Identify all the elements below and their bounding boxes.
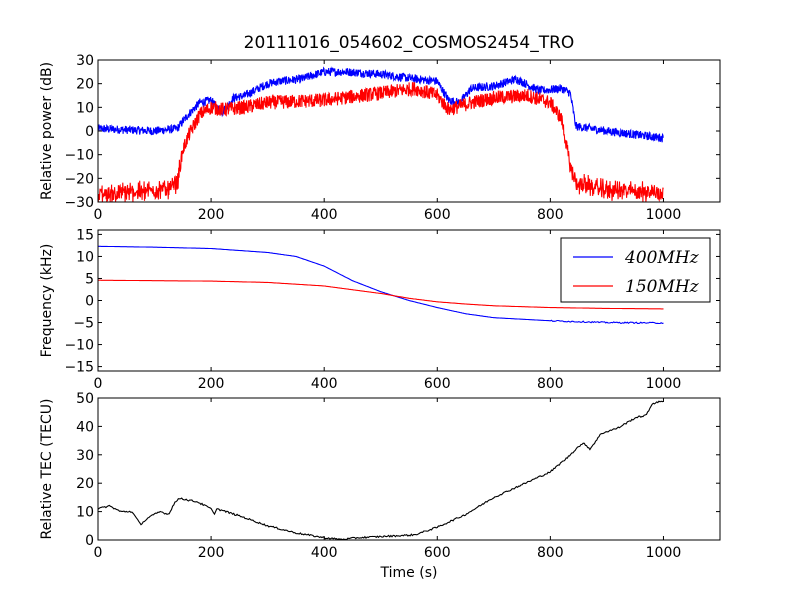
y-tick-label: −20 — [64, 171, 94, 187]
series-line-1-1 — [98, 279, 664, 310]
power-panel: 0 200 400 600 800 1000 30 20 10 0 −10 −20 −30 Relativ… — [39, 53, 721, 223]
x-tick-label: 0 — [94, 545, 103, 561]
y-tick-label: 30 — [76, 448, 94, 464]
x-tick-label: 400 — [311, 376, 338, 392]
y-axis-label: Frequency (kHz) — [39, 244, 55, 358]
x-tick-label: 200 — [198, 207, 225, 223]
x-tick-label: 1000 — [646, 207, 682, 223]
y-tick-label: 30 — [76, 53, 94, 69]
x-tick-label: 800 — [537, 376, 564, 392]
y-tick-label: 50 — [76, 391, 94, 407]
x-tick-label: 0 — [94, 376, 103, 392]
x-tick-label: 600 — [424, 207, 451, 223]
x-tick-label: 600 — [424, 545, 451, 561]
tec-panel: 0 200 400 600 800 1000 50 40 30 20 10 0 Relative TEC… — [39, 391, 721, 581]
y-tick-label: 10 — [76, 100, 94, 116]
y-tick-label: 20 — [76, 476, 94, 492]
x-tick-label: 0 — [94, 207, 103, 223]
axes-frame — [97, 397, 721, 541]
series-line-2-0 — [98, 400, 664, 540]
legend-box — [560, 237, 711, 303]
x-tick-label: 200 — [198, 376, 225, 392]
y-tick-label: 40 — [76, 419, 94, 435]
x-tick-label: 1000 — [646, 545, 682, 561]
y-tick-label: 20 — [76, 77, 94, 93]
x-tick-label: 200 — [198, 545, 225, 561]
y-axis-label: Relative TEC (TECU) — [39, 399, 55, 540]
y-tick-label: −10 — [64, 148, 94, 164]
y-tick-label: 0 — [85, 124, 94, 140]
x-tick-label: 600 — [424, 376, 451, 392]
x-axis-label: Time (s) — [380, 565, 438, 581]
y-tick-label: −5 — [73, 316, 94, 332]
x-tick-label: 400 — [311, 545, 338, 561]
series-line-1-0 — [98, 245, 664, 325]
frequency-panel: 0 200 400 600 800 1000 15 10 5 0 −5 −10 −15 Frequency… — [39, 227, 721, 392]
y-tick-label: 15 — [76, 227, 94, 243]
x-tick-label: 800 — [537, 207, 564, 223]
y-axis-label: Relative power (dB) — [39, 62, 55, 200]
legend-label: 150MHz — [625, 277, 700, 297]
x-tick-label: 400 — [311, 207, 338, 223]
y-tick-label: −30 — [64, 195, 94, 211]
y-tick-label: 5 — [85, 271, 94, 287]
x-tick-label: 800 — [537, 545, 564, 561]
y-tick-label: 0 — [85, 294, 94, 310]
x-tick-label: 1000 — [646, 376, 682, 392]
series-line-0-0 — [98, 66, 664, 143]
y-tick-label: 10 — [76, 249, 94, 265]
y-tick-label: 10 — [76, 505, 94, 521]
y-tick-label: −15 — [64, 360, 94, 376]
legend-label: 400MHz — [624, 248, 700, 268]
chart-title: 20111016_054602_COSMOS2454_TRO — [244, 33, 575, 53]
y-tick-label: −10 — [64, 338, 94, 354]
y-tick-label: 0 — [85, 533, 94, 549]
series-line-0-1 — [98, 82, 664, 202]
